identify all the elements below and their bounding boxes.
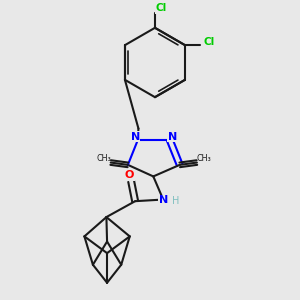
Text: O: O — [125, 170, 134, 180]
Text: H: H — [172, 196, 179, 206]
Text: CH₃: CH₃ — [196, 154, 211, 163]
Text: N: N — [159, 195, 168, 205]
Text: N: N — [130, 132, 140, 142]
Text: Cl: Cl — [203, 37, 215, 47]
Text: N: N — [168, 132, 177, 142]
Text: CH₃: CH₃ — [97, 154, 112, 163]
Text: Cl: Cl — [156, 3, 167, 13]
